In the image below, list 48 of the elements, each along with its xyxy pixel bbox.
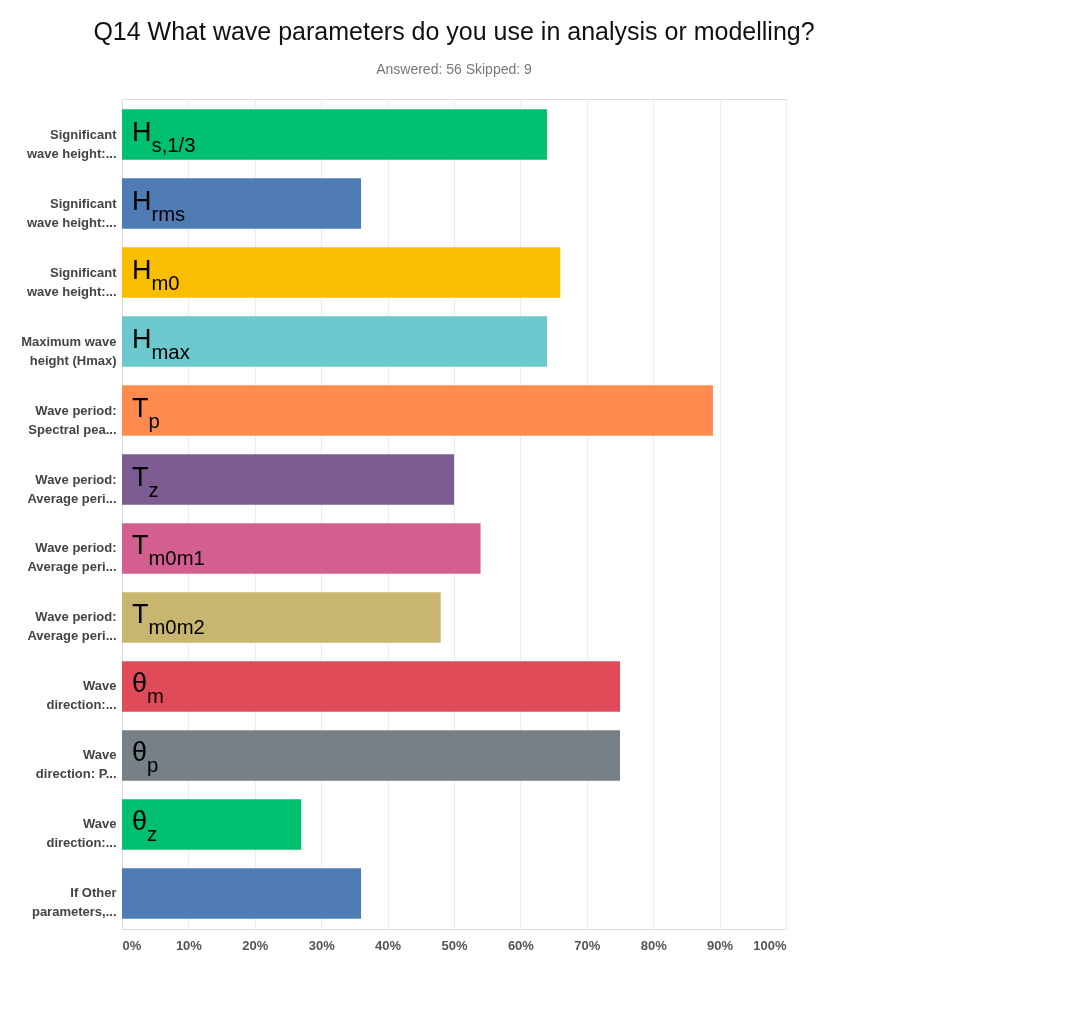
bar bbox=[122, 247, 561, 298]
x-tick-label: 10% bbox=[175, 937, 203, 953]
annotation: θ$_{m}$ bbox=[132, 668, 164, 708]
bar bbox=[122, 868, 362, 919]
x-tick-label: 50% bbox=[441, 937, 468, 953]
bar bbox=[122, 523, 481, 574]
annotation: T$_{z}$ bbox=[132, 461, 159, 501]
bar bbox=[122, 661, 620, 712]
y-tick-label: Wave period: Average peri... bbox=[27, 471, 117, 506]
x-tick-label: 0% bbox=[122, 937, 142, 953]
annotation: T$_{m0m2}$ bbox=[132, 599, 205, 639]
bar bbox=[122, 316, 547, 367]
y-tick-label: Wave period: Average peri... bbox=[27, 609, 117, 644]
x-tick-label: 60% bbox=[507, 937, 535, 953]
bar bbox=[122, 454, 454, 505]
y-tick-label: Significant wave height:... bbox=[25, 126, 118, 161]
bar bbox=[122, 799, 302, 850]
bar bbox=[122, 178, 362, 229]
y-tick-label: If Other parameters,... bbox=[31, 885, 117, 920]
x-tick-label: 80% bbox=[640, 937, 668, 953]
bar bbox=[122, 592, 441, 643]
y-tick-label: Significant wave height:... bbox=[25, 195, 118, 230]
x-tick-label: 40% bbox=[375, 937, 402, 953]
y-tick-label: Wave direction:... bbox=[46, 816, 117, 851]
y-tick-label: Wave period: Average peri... bbox=[27, 540, 117, 575]
bar bbox=[122, 730, 620, 781]
bar bbox=[122, 385, 713, 436]
annotation: H$_{s,1/3}$ bbox=[132, 116, 196, 156]
annotation: T$_{m0m1}$ bbox=[132, 530, 205, 570]
x-tick-label: 90% bbox=[707, 937, 734, 953]
annotation: H$_{rms}$ bbox=[132, 185, 186, 225]
y-tick-label: Wave direction:... bbox=[46, 678, 117, 713]
y-tick-label: Wave direction: P... bbox=[35, 747, 117, 782]
x-tick-label: 30% bbox=[308, 937, 336, 953]
x-tick-label: 100% bbox=[753, 937, 787, 953]
bar bbox=[122, 109, 547, 160]
annotation: θ$_{z}$ bbox=[132, 806, 158, 846]
x-tick-label: 70% bbox=[574, 937, 601, 953]
annotation: H$_{m0}$ bbox=[132, 254, 180, 294]
annotation: H$_{max}$ bbox=[132, 323, 190, 363]
annotation: θ$_{p}$ bbox=[132, 737, 159, 777]
x-tick-label: 20% bbox=[242, 937, 269, 953]
y-tick-label: Maximum wave height (Hmax) bbox=[21, 333, 117, 368]
y-tick-label: Wave period: Spectral pea... bbox=[28, 402, 117, 437]
y-tick-label: Significant wave height:... bbox=[25, 264, 118, 299]
chart-title: Q14 What wave parameters do you use in analysis or modelling? bbox=[93, 17, 815, 45]
chart-subtitle: Answered: 56 Skipped: 9 bbox=[376, 61, 533, 77]
annotation: T$_{p}$ bbox=[132, 392, 160, 432]
